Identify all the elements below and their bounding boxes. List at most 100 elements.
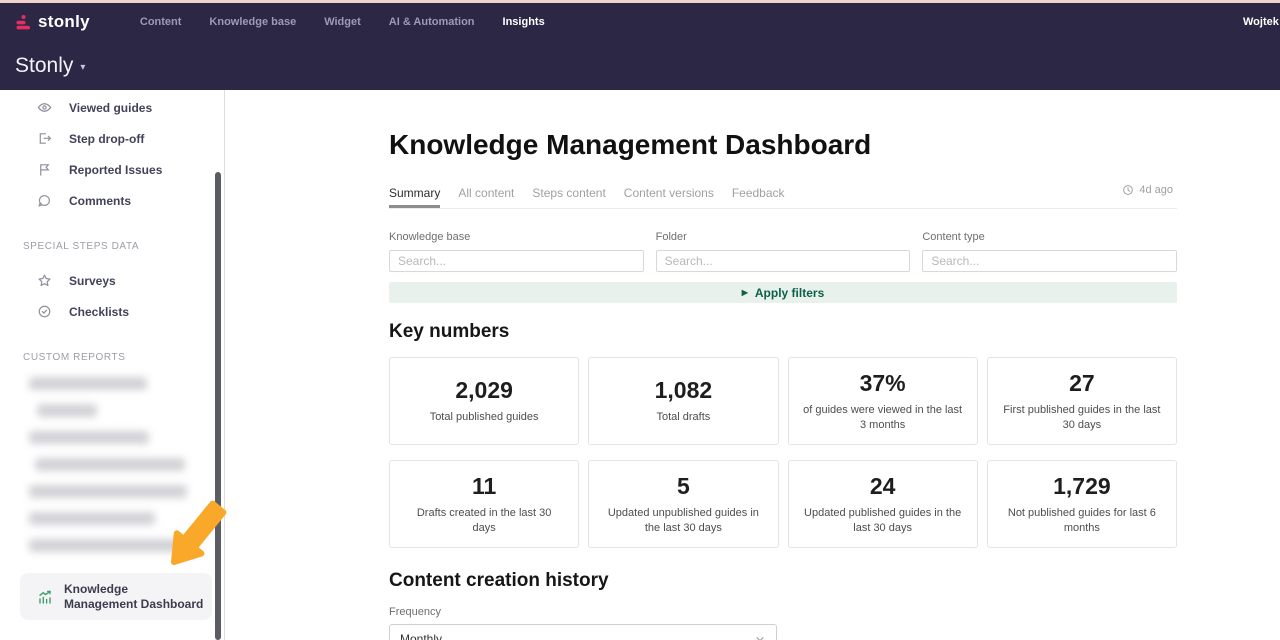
key-numbers-cards: 2,029 Total published guides 1,082 Total… <box>389 357 1177 548</box>
user-menu[interactable]: Wojtek K <box>1243 16 1280 28</box>
sidebar-item-label: Knowledge Management Dashboard <box>64 581 204 611</box>
sidebar-item-label: Step drop-off <box>69 131 145 146</box>
stat-card-total-drafts: 1,082 Total drafts <box>588 357 779 445</box>
play-icon: ▶ <box>741 287 748 297</box>
apply-filters-button[interactable]: ▶ Apply filters <box>389 282 1177 303</box>
filter-folder: Folder <box>655 231 911 272</box>
blurred-report-item[interactable] <box>29 431 149 444</box>
stat-value: 1,082 <box>654 377 713 404</box>
stat-label: Total drafts <box>656 411 711 424</box>
content-type-search-input[interactable] <box>922 250 1177 272</box>
key-numbers-heading: Key numbers <box>389 321 510 342</box>
stat-value: 1,729 <box>1053 472 1111 499</box>
nav-item-insights[interactable]: Insights <box>502 16 545 28</box>
sidebar-item-checklists[interactable]: Checklists <box>0 296 224 327</box>
top-navbar: stonly Content Knowledge base Widget AI … <box>0 3 1280 41</box>
dashboard-tabs: Summary All content Steps content Conten… <box>389 184 1177 209</box>
sidebar-item-viewed-guides[interactable]: Viewed guides <box>0 92 224 123</box>
tab-all-content[interactable]: All content <box>458 186 515 200</box>
filter-knowledge-base: Knowledge base <box>389 231 644 272</box>
stonly-logo-text: stonly <box>38 12 90 31</box>
blurred-report-item[interactable] <box>37 404 97 417</box>
stat-value: 2,029 <box>455 377 513 404</box>
sidebar-item-label: Checklists <box>69 304 130 319</box>
stat-card-guides-viewed-3-months: 37% of guides were viewed in the last 3 … <box>787 357 978 445</box>
stat-label: Updated published guides in the last 30 … <box>804 506 962 534</box>
stat-card-first-published-30-days: 27 First published guides in the last 30… <box>986 357 1177 445</box>
sidebar-item-surveys[interactable]: Surveys <box>0 265 224 296</box>
sidebar-scrollbar[interactable] <box>215 172 221 640</box>
workspace-name: Stonly <box>15 53 74 77</box>
main-panel: Knowledge Management Dashboard Summary A… <box>226 90 1280 640</box>
stonly-logo-icon <box>14 14 31 31</box>
stat-label: Updated unpublished guides in the last 3… <box>607 506 759 534</box>
filters-row: Knowledge base Folder Content type <box>389 231 1177 272</box>
comment-icon <box>38 195 50 207</box>
filter-label: Folder <box>655 231 687 243</box>
stat-label: Total published guides <box>429 411 539 424</box>
caret-down-icon: ▾ <box>80 62 86 73</box>
star-icon <box>38 274 51 287</box>
nav-item-ai-automation[interactable]: AI & Automation <box>388 16 475 28</box>
blurred-report-item[interactable] <box>29 539 185 552</box>
filter-label: Knowledge base <box>389 231 471 243</box>
stat-value: 11 <box>471 472 497 499</box>
step-out-icon <box>39 133 52 144</box>
stat-value: 37% <box>859 369 906 396</box>
sidebar-item-label: Viewed guides <box>69 100 153 115</box>
blurred-report-item[interactable] <box>29 485 187 498</box>
filter-content-type: Content type <box>922 231 1177 272</box>
sidebar-item-step-drop-off[interactable]: Step drop-off <box>0 123 224 154</box>
clock-icon <box>1123 185 1134 195</box>
app-header: stonly Content Knowledge base Widget AI … <box>0 3 1280 90</box>
stat-label: First published guides in the last 30 da… <box>1003 403 1161 431</box>
flag-icon <box>40 164 50 176</box>
annotation-pointer-arrow <box>171 500 227 565</box>
tab-steps-content[interactable]: Steps content <box>532 186 606 200</box>
stat-card-drafts-created-30-days: 11 Drafts created in the last 30 days <box>389 460 580 548</box>
chevron-down-icon <box>756 637 764 640</box>
eye-icon <box>37 103 52 112</box>
sidebar-section-custom-reports: CUSTOM REPORTS <box>23 352 126 363</box>
stonly-logo[interactable]: stonly <box>14 12 108 32</box>
filter-label: Content type <box>922 231 985 243</box>
sidebar-item-reported-issues[interactable]: Reported Issues <box>0 154 224 185</box>
blurred-report-item[interactable] <box>35 458 185 471</box>
nav-item-knowledge-base[interactable]: Knowledge base <box>209 16 297 28</box>
page-title: Knowledge Management Dashboard <box>389 129 872 160</box>
stat-card-updated-unpublished-30-days: 5 Updated unpublished guides in the last… <box>588 460 779 548</box>
sidebar-item-knowledge-management-dashboard[interactable]: Knowledge Management Dashboard <box>20 573 212 620</box>
top-nav-items: Content Knowledge base Widget AI & Autom… <box>140 16 545 28</box>
tab-content-versions[interactable]: Content versions <box>623 186 714 200</box>
last-updated-text: 4d ago <box>1139 184 1173 196</box>
frequency-selected-value: Monthly <box>400 632 443 640</box>
sidebar-item-comments[interactable]: Comments <box>0 185 224 216</box>
tab-summary[interactable]: Summary <box>389 186 441 208</box>
stat-card-updated-published-30-days: 24 Updated published guides in the last … <box>787 460 978 548</box>
content-creation-history-heading: Content creation history <box>389 570 609 591</box>
stat-label: Drafts created in the last 30 days <box>416 506 552 534</box>
blurred-report-item[interactable] <box>29 377 147 390</box>
custom-reports-list-blurred <box>0 377 224 552</box>
tab-feedback[interactable]: Feedback <box>731 186 785 200</box>
ukraine-flag-icon <box>97 12 108 20</box>
chart-icon <box>39 590 51 604</box>
frequency-select[interactable]: Monthly <box>389 624 777 640</box>
stat-value: 27 <box>1069 369 1095 396</box>
blurred-report-item[interactable] <box>29 512 155 525</box>
nav-item-content[interactable]: Content <box>139 16 182 28</box>
workspace-switcher[interactable]: Stonly ▾ <box>0 41 1280 90</box>
sidebar-item-label: Surveys <box>69 273 116 288</box>
nav-item-widget[interactable]: Widget <box>324 16 361 28</box>
stat-card-not-published-6-months: 1,729 Not published guides for last 6 mo… <box>986 460 1177 548</box>
check-circle-icon <box>38 305 51 318</box>
folder-search-input[interactable] <box>655 250 911 272</box>
sidebar-item-label: Reported Issues <box>69 162 163 177</box>
knowledge-base-search-input[interactable] <box>389 250 644 272</box>
stat-label: Not published guides for last 6 months <box>1007 506 1156 534</box>
stat-card-total-published-guides: 2,029 Total published guides <box>389 357 580 445</box>
sidebar-item-label: Comments <box>69 193 132 208</box>
app-body: Viewed guides Step drop-off Reported Iss… <box>0 90 1280 640</box>
stat-value: 5 <box>676 472 690 499</box>
stat-value: 24 <box>869 472 896 499</box>
